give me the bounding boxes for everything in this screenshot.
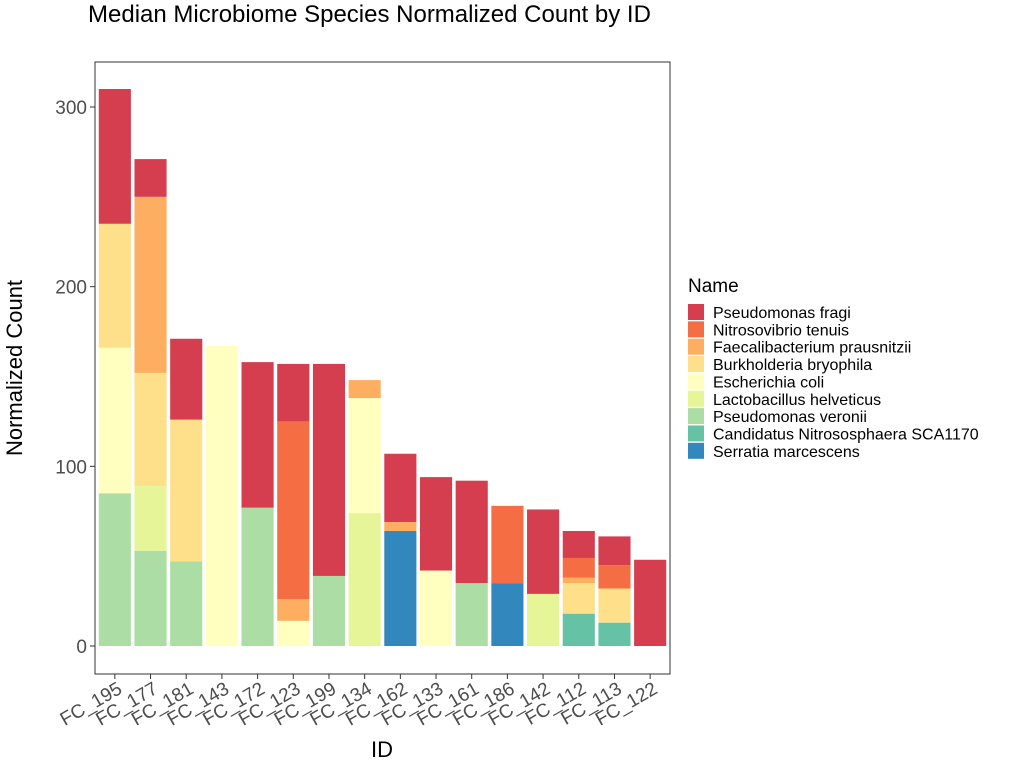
bar-segment-fc-162-s8 [384, 453, 417, 523]
bar-segment-fc-143-s4 [205, 345, 238, 646]
bars-group [98, 89, 667, 646]
bar-segment-fc-112-s7 [562, 557, 595, 578]
bar-segment-fc-113-s5 [598, 588, 631, 623]
chart-title: Median Microbiome Species Normalized Cou… [88, 1, 651, 28]
bar-segment-fc-122-s8 [634, 559, 667, 646]
x-axis-label: ID [371, 737, 393, 762]
legend-key [688, 425, 704, 442]
bar-segment-fc-123-s7 [277, 421, 310, 600]
y-tick-label: 100 [55, 457, 87, 478]
legend-label: Nitrosovibrio tenuis [713, 322, 849, 339]
legend-key [688, 356, 704, 373]
bar-segment-fc-134-s4 [348, 398, 381, 514]
bar-segment-fc-112-s8 [562, 531, 595, 558]
bar-segment-fc-195-s0 [98, 493, 131, 646]
bar-segment-fc-113-s8 [598, 536, 631, 566]
bar-segment-fc-177-s3 [134, 486, 167, 551]
bar-segment-fc-186-s2 [491, 583, 524, 646]
bar-segment-fc-195-s8 [98, 89, 131, 224]
x-axis: FC_195FC_177FC_181FC_143FC_172FC_123FC_1… [57, 674, 661, 730]
bar-segment-fc-113-s7 [598, 565, 631, 589]
bar-segment-fc-142-s8 [527, 509, 560, 594]
bar-segment-fc-134-s6 [348, 380, 381, 399]
legend-key [688, 338, 704, 355]
legend-label: Lactobacillus helveticus [713, 392, 881, 409]
bar-segment-fc-172-s8 [241, 362, 274, 508]
legend-key [688, 408, 704, 425]
bar-segment-fc-181-s0 [170, 561, 203, 646]
bar-segment-fc-142-s3 [527, 593, 560, 646]
bar-segment-fc-195-s5 [98, 223, 131, 348]
legend-key [688, 373, 704, 390]
bar-segment-fc-112-s5 [562, 583, 595, 614]
bar-segment-fc-112-s6 [562, 577, 595, 584]
legend-label: Candidatus Nitrososphaera SCA1170 [713, 426, 979, 443]
bar-segment-fc-186-s7 [491, 505, 524, 584]
bar-segment-fc-177-s0 [134, 550, 167, 646]
legend-key [688, 304, 704, 320]
bar-segment-fc-134-s3 [348, 513, 381, 646]
legend-key [688, 442, 704, 459]
legend-label: Faecalibacterium prausnitzii [713, 340, 911, 357]
bar-segment-fc-181-s8 [170, 338, 203, 420]
bar-segment-fc-133-s4 [419, 570, 453, 646]
legend-label: Pseudomonas veronii [713, 409, 867, 426]
bar-segment-fc-195-s4 [98, 347, 131, 494]
legend-key [688, 390, 704, 407]
legend-title: Name [688, 276, 739, 297]
bar-segment-fc-199-s0 [312, 575, 346, 646]
bar-segment-fc-123-s4 [277, 620, 310, 646]
y-axis-label: Normalized Count [2, 280, 27, 456]
bar-segment-fc-123-s6 [277, 599, 310, 621]
bar-segment-fc-113-s1 [598, 622, 631, 646]
bar-segment-fc-161-s8 [455, 480, 488, 584]
y-tick-label: 300 [55, 98, 87, 119]
bar-segment-fc-177-s6 [134, 196, 167, 373]
legend-label: Escherichia coli [713, 374, 824, 391]
bar-segment-fc-133-s8 [419, 477, 453, 571]
bar-segment-fc-162-s2 [384, 531, 417, 646]
bar-segment-fc-161-s0 [455, 583, 488, 646]
legend-label: Serratia marcescens [713, 444, 860, 461]
y-tick-label: 200 [55, 278, 87, 299]
bar-segment-fc-199-s8 [312, 363, 346, 576]
y-axis: 0 100 200 300 [55, 98, 95, 658]
bar-segment-fc-162-s6 [384, 522, 417, 532]
bar-segment-fc-172-s0 [241, 507, 274, 646]
bar-segment-fc-123-s8 [277, 363, 310, 422]
bar-segment-fc-112-s1 [562, 613, 595, 646]
bar-segment-fc-177-s5 [134, 372, 167, 487]
legend-label: Pseudomonas fragi [713, 305, 851, 322]
y-tick-label: 0 [76, 637, 87, 658]
bar-segment-fc-181-s5 [170, 419, 203, 562]
legend-key [688, 321, 704, 338]
legend-label: Burkholderia bryophila [713, 357, 872, 374]
panel-border [94, 61, 671, 675]
bar-segment-fc-177-s8 [134, 159, 167, 197]
